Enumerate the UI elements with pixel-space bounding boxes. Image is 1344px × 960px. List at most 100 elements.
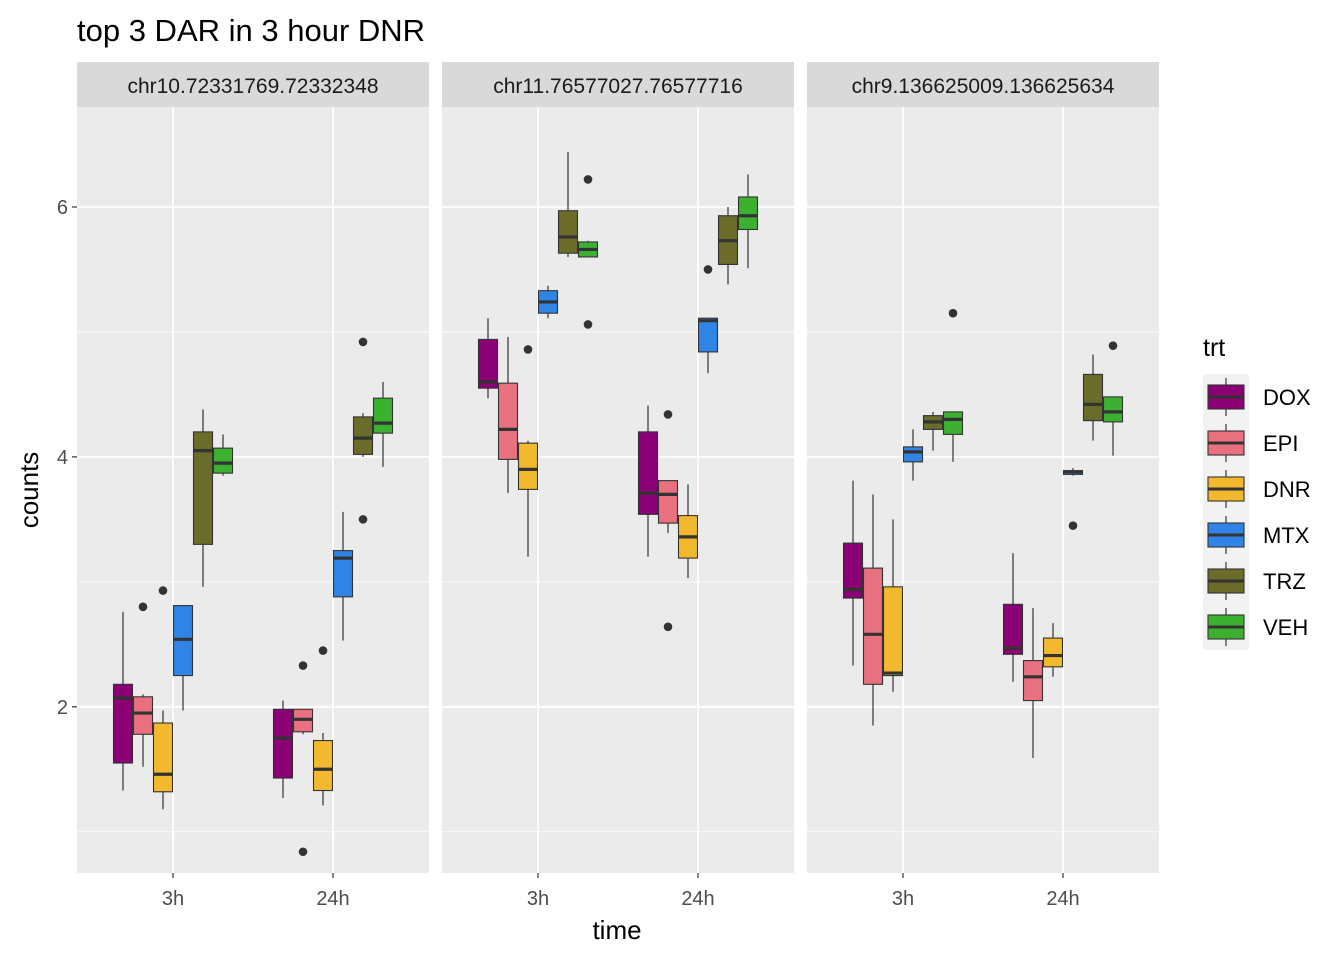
outlier-point bbox=[1108, 341, 1118, 350]
panel-background bbox=[807, 107, 1159, 873]
box-dnr bbox=[1042, 623, 1064, 677]
box-body bbox=[517, 442, 539, 490]
box-body bbox=[697, 317, 719, 353]
facet-strip-label: chr9.136625009.136625634 bbox=[852, 75, 1115, 98]
box-body bbox=[1002, 603, 1024, 655]
legend-label: VEH bbox=[1263, 615, 1308, 640]
x-tick-label: 24h bbox=[1046, 888, 1079, 910]
legend-item-veh: VEH bbox=[1203, 604, 1308, 650]
box-body bbox=[477, 338, 499, 389]
box-mtx bbox=[172, 605, 194, 711]
legend-label: TRZ bbox=[1263, 569, 1306, 594]
box-dox bbox=[842, 480, 864, 666]
x-tick-label: 24h bbox=[316, 888, 349, 910]
facet-panel: chr9.136625009.136625634 3h 24h bbox=[807, 62, 1159, 910]
outlier-point bbox=[298, 847, 308, 857]
box-body bbox=[192, 431, 214, 545]
box-veh bbox=[737, 174, 759, 269]
x-tick-label: 3h bbox=[892, 888, 914, 910]
box-body bbox=[737, 196, 759, 231]
outlier-point bbox=[703, 265, 713, 274]
legend-title: trt bbox=[1203, 334, 1225, 362]
outlier-point bbox=[1068, 521, 1078, 530]
box-body bbox=[332, 550, 354, 598]
x-tick-label: 3h bbox=[527, 888, 549, 910]
box-body bbox=[112, 683, 134, 764]
box-body bbox=[312, 739, 334, 792]
facet-panel: chr10.72331769.72332348 3h 24h bbox=[77, 62, 429, 910]
box-epi bbox=[132, 602, 154, 767]
box-veh bbox=[942, 308, 964, 462]
box-body bbox=[1082, 373, 1104, 422]
box-trz bbox=[557, 151, 579, 257]
box-veh bbox=[372, 381, 394, 467]
box-dox bbox=[637, 405, 659, 557]
legend-item-dnr: DNR bbox=[1203, 466, 1311, 512]
box-dox bbox=[1002, 553, 1024, 682]
legend-label: MTX bbox=[1263, 523, 1310, 548]
box-mtx bbox=[697, 265, 719, 374]
x-tick-label: 24h bbox=[681, 888, 714, 910]
box-dnr bbox=[677, 484, 699, 579]
y-axis-title: counts bbox=[14, 452, 44, 529]
box-body bbox=[657, 480, 679, 524]
box-epi bbox=[657, 410, 679, 632]
box-body bbox=[557, 210, 579, 254]
box-dnr bbox=[882, 519, 904, 692]
box-dox bbox=[477, 318, 499, 399]
box-mtx bbox=[1062, 468, 1084, 530]
box-body bbox=[272, 708, 294, 779]
box-body bbox=[372, 397, 394, 434]
box-dox bbox=[112, 611, 134, 791]
legend-item-epi: EPI bbox=[1203, 420, 1298, 466]
box-body bbox=[882, 586, 904, 677]
box-body bbox=[132, 696, 154, 735]
outlier-point bbox=[663, 622, 673, 632]
x-tick-label: 3h bbox=[162, 888, 184, 910]
box-body bbox=[1042, 637, 1064, 668]
legend-item-trz: TRZ bbox=[1203, 558, 1306, 604]
y-tick-label: 4 bbox=[57, 447, 68, 469]
box-dox bbox=[272, 700, 294, 799]
box-body bbox=[842, 542, 864, 599]
facet-strip bbox=[807, 62, 1159, 107]
box-epi bbox=[862, 494, 884, 726]
box-body bbox=[212, 447, 234, 474]
box-dnr bbox=[517, 345, 539, 557]
outlier-point bbox=[318, 646, 328, 655]
facet-panel: chr11.76577027.76577716 3h 24h bbox=[442, 62, 794, 910]
box-trz bbox=[922, 411, 944, 451]
y-tick-label: 6 bbox=[57, 197, 68, 219]
box-body bbox=[942, 411, 964, 435]
box-veh bbox=[1102, 341, 1124, 456]
box-trz bbox=[192, 409, 214, 587]
box-mtx bbox=[537, 285, 559, 319]
outlier-point bbox=[523, 345, 533, 354]
box-veh bbox=[577, 175, 599, 329]
box-body bbox=[1022, 660, 1044, 702]
box-epi bbox=[1022, 608, 1044, 759]
panel-background bbox=[77, 107, 429, 873]
legend-label: DNR bbox=[1263, 477, 1311, 502]
facet-strip bbox=[77, 62, 429, 107]
box-body bbox=[497, 382, 519, 460]
outlier-point bbox=[583, 175, 593, 184]
box-body bbox=[352, 416, 374, 455]
box-trz bbox=[1082, 354, 1104, 441]
outlier-point bbox=[158, 586, 168, 595]
box-mtx bbox=[332, 511, 354, 641]
outlier-point bbox=[948, 308, 958, 318]
outlier-point bbox=[358, 337, 368, 347]
box-body bbox=[152, 722, 174, 793]
outlier-point bbox=[663, 410, 673, 419]
legend-label: DOX bbox=[1263, 385, 1311, 410]
box-mtx bbox=[902, 429, 924, 481]
legend: trt DOX EPI DNR MTX TRZ VEH bbox=[1203, 334, 1311, 650]
box-body bbox=[1102, 396, 1124, 423]
facet-strip bbox=[442, 62, 794, 107]
box-dnr bbox=[152, 586, 174, 810]
facet-strip-label: chr11.76577027.76577716 bbox=[493, 75, 743, 98]
box-veh bbox=[212, 434, 234, 476]
box-body bbox=[637, 431, 659, 515]
